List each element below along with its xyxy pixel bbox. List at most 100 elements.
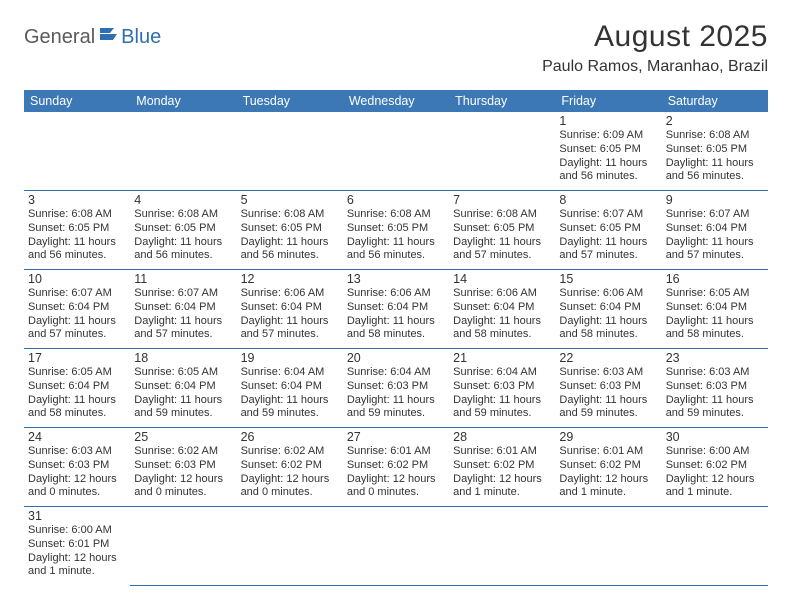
day-detail: Sunset: 6:03 PM <box>28 459 126 473</box>
day-detail: Sunset: 6:04 PM <box>666 301 764 315</box>
calendar-cell: 26Sunrise: 6:02 AMSunset: 6:02 PMDayligh… <box>237 428 343 507</box>
weekday-header: Saturday <box>662 90 768 112</box>
day-detail: Daylight: 11 hours <box>666 236 764 250</box>
day-detail: Daylight: 12 hours <box>28 473 126 487</box>
day-detail: Sunrise: 6:03 AM <box>666 366 764 380</box>
calendar-cell: 23Sunrise: 6:03 AMSunset: 6:03 PMDayligh… <box>662 349 768 428</box>
day-detail: Sunset: 6:05 PM <box>453 222 551 236</box>
day-detail: Sunrise: 6:02 AM <box>134 445 232 459</box>
calendar-cell <box>24 112 130 191</box>
day-detail: Sunrise: 6:06 AM <box>241 287 339 301</box>
title-block: August 2025 Paulo Ramos, Maranhao, Brazi… <box>542 20 768 76</box>
calendar-cell: 9Sunrise: 6:07 AMSunset: 6:04 PMDaylight… <box>662 191 768 270</box>
day-detail: Sunset: 6:03 PM <box>453 380 551 394</box>
day-detail: and 0 minutes. <box>347 486 445 500</box>
day-detail: Sunset: 6:04 PM <box>559 301 657 315</box>
calendar-cell: 11Sunrise: 6:07 AMSunset: 6:04 PMDayligh… <box>130 270 236 349</box>
day-number: 13 <box>347 272 445 286</box>
day-detail: Sunrise: 6:08 AM <box>666 129 764 143</box>
day-detail: Sunset: 6:04 PM <box>241 380 339 394</box>
day-detail: Sunrise: 6:06 AM <box>347 287 445 301</box>
day-number: 17 <box>28 351 126 365</box>
day-detail: Daylight: 12 hours <box>347 473 445 487</box>
day-detail: Daylight: 11 hours <box>666 315 764 329</box>
calendar-cell: 25Sunrise: 6:02 AMSunset: 6:03 PMDayligh… <box>130 428 236 507</box>
day-detail: Sunset: 6:04 PM <box>453 301 551 315</box>
weekday-header: Sunday <box>24 90 130 112</box>
day-detail: Sunset: 6:02 PM <box>453 459 551 473</box>
day-number: 9 <box>666 193 764 207</box>
brand-logo: General Blue <box>24 26 161 49</box>
calendar-cell: 29Sunrise: 6:01 AMSunset: 6:02 PMDayligh… <box>555 428 661 507</box>
day-detail: and 1 minute. <box>666 486 764 500</box>
calendar-cell <box>343 507 449 586</box>
day-detail: and 0 minutes. <box>134 486 232 500</box>
day-number: 12 <box>241 272 339 286</box>
calendar-cell: 19Sunrise: 6:04 AMSunset: 6:04 PMDayligh… <box>237 349 343 428</box>
day-detail: and 1 minute. <box>559 486 657 500</box>
day-detail: Daylight: 11 hours <box>559 236 657 250</box>
day-detail: and 58 minutes. <box>453 328 551 342</box>
day-detail: and 1 minute. <box>453 486 551 500</box>
calendar-cell: 20Sunrise: 6:04 AMSunset: 6:03 PMDayligh… <box>343 349 449 428</box>
day-detail: and 57 minutes. <box>134 328 232 342</box>
day-number: 2 <box>666 114 764 128</box>
day-detail: Sunset: 6:05 PM <box>347 222 445 236</box>
calendar-header-row: Sunday Monday Tuesday Wednesday Thursday… <box>24 90 768 112</box>
day-detail: Sunrise: 6:07 AM <box>28 287 126 301</box>
day-detail: Sunrise: 6:07 AM <box>559 208 657 222</box>
day-number: 10 <box>28 272 126 286</box>
day-detail: Sunset: 6:03 PM <box>347 380 445 394</box>
day-number: 3 <box>28 193 126 207</box>
day-number: 30 <box>666 430 764 444</box>
day-detail: and 0 minutes. <box>28 486 126 500</box>
day-detail: Daylight: 11 hours <box>666 394 764 408</box>
day-number: 19 <box>241 351 339 365</box>
day-number: 25 <box>134 430 232 444</box>
day-detail: Daylight: 11 hours <box>134 315 232 329</box>
day-detail: Daylight: 11 hours <box>241 394 339 408</box>
day-detail: Sunrise: 6:03 AM <box>559 366 657 380</box>
day-detail: Sunset: 6:03 PM <box>134 459 232 473</box>
day-detail: Sunrise: 6:04 AM <box>347 366 445 380</box>
calendar-table: Sunday Monday Tuesday Wednesday Thursday… <box>24 90 768 586</box>
day-number: 27 <box>347 430 445 444</box>
day-detail: Sunrise: 6:01 AM <box>347 445 445 459</box>
calendar-cell: 6Sunrise: 6:08 AMSunset: 6:05 PMDaylight… <box>343 191 449 270</box>
day-detail: Sunrise: 6:08 AM <box>241 208 339 222</box>
day-number: 7 <box>453 193 551 207</box>
day-detail: and 58 minutes. <box>28 407 126 421</box>
calendar-cell: 30Sunrise: 6:00 AMSunset: 6:02 PMDayligh… <box>662 428 768 507</box>
day-detail: Daylight: 11 hours <box>453 236 551 250</box>
weekday-header: Tuesday <box>237 90 343 112</box>
day-number: 20 <box>347 351 445 365</box>
day-detail: Sunset: 6:05 PM <box>559 143 657 157</box>
day-detail: and 56 minutes. <box>28 249 126 263</box>
day-detail: Daylight: 12 hours <box>453 473 551 487</box>
calendar-cell <box>449 507 555 586</box>
day-detail: Daylight: 12 hours <box>134 473 232 487</box>
calendar-cell <box>237 507 343 586</box>
weekday-header: Friday <box>555 90 661 112</box>
calendar-cell: 10Sunrise: 6:07 AMSunset: 6:04 PMDayligh… <box>24 270 130 349</box>
day-number: 21 <box>453 351 551 365</box>
calendar-cell: 3Sunrise: 6:08 AMSunset: 6:05 PMDaylight… <box>24 191 130 270</box>
day-detail: Sunrise: 6:01 AM <box>559 445 657 459</box>
day-detail: Daylight: 11 hours <box>28 315 126 329</box>
day-detail: Sunset: 6:01 PM <box>28 538 126 552</box>
day-number: 5 <box>241 193 339 207</box>
calendar-cell: 22Sunrise: 6:03 AMSunset: 6:03 PMDayligh… <box>555 349 661 428</box>
calendar-cell <box>343 112 449 191</box>
day-number: 16 <box>666 272 764 286</box>
day-detail: Daylight: 11 hours <box>453 394 551 408</box>
day-detail: Daylight: 11 hours <box>347 315 445 329</box>
calendar-cell: 7Sunrise: 6:08 AMSunset: 6:05 PMDaylight… <box>449 191 555 270</box>
day-detail: Daylight: 11 hours <box>347 236 445 250</box>
day-detail: and 59 minutes. <box>134 407 232 421</box>
day-number: 4 <box>134 193 232 207</box>
day-detail: and 57 minutes. <box>559 249 657 263</box>
day-detail: Daylight: 12 hours <box>666 473 764 487</box>
day-detail: and 57 minutes. <box>666 249 764 263</box>
weekday-header: Thursday <box>449 90 555 112</box>
brand-part2: Blue <box>121 26 161 49</box>
